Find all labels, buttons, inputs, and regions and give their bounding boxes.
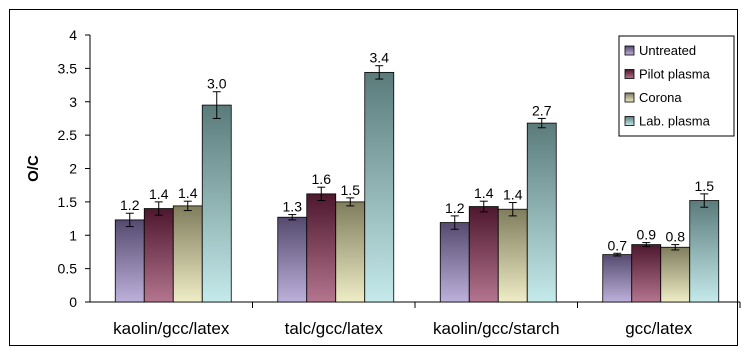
data-label: 1.5	[695, 178, 715, 194]
bar-corona	[660, 246, 691, 303]
legend-swatch	[624, 45, 635, 56]
data-label: 1.4	[149, 186, 169, 202]
data-label: 0.9	[637, 227, 657, 243]
bar-untreated	[602, 254, 633, 303]
bar-lab-plasma	[689, 200, 720, 303]
category-label: kaolin/gcc/latex	[113, 319, 230, 338]
legend-box	[618, 35, 735, 137]
category-label: kaolin/gcc/starch	[433, 319, 560, 338]
category-label: talc/gcc/latex	[285, 319, 384, 338]
data-label: 1.5	[341, 182, 361, 198]
data-label: 1.2	[445, 200, 465, 216]
bar-corona	[172, 205, 203, 303]
chart-border	[9, 9, 738, 346]
legend-label: Untreated	[639, 43, 696, 58]
category-label: gcc/latex	[625, 319, 693, 338]
y-tick-label: 3.5	[58, 60, 78, 76]
y-tick-label: 1	[69, 227, 77, 243]
y-tick-label: 0.5	[58, 261, 78, 277]
data-label: 1.4	[178, 185, 198, 201]
bar-untreated	[439, 222, 470, 303]
bar-corona	[335, 201, 366, 303]
data-label: 1.2	[120, 197, 140, 213]
bar-lab-plasma	[364, 71, 395, 303]
bar-corona	[497, 208, 528, 303]
legend-label: Pilot plasma	[639, 67, 711, 82]
data-label: 1.4	[503, 187, 523, 203]
bar-pilot-plasma	[631, 244, 662, 303]
y-tick-label: 1.5	[58, 194, 78, 210]
legend-swatch	[624, 116, 635, 126]
data-label: 3.4	[370, 50, 390, 66]
y-tick-label: 3	[69, 94, 77, 110]
bar-untreated	[277, 216, 308, 303]
y-tick-label: 2	[69, 161, 77, 177]
bar-lab-plasma	[201, 104, 232, 303]
bar-pilot-plasma	[306, 193, 337, 303]
bar-untreated	[114, 219, 145, 303]
y-tick-label: 2.5	[58, 127, 78, 143]
legend-label: Corona	[639, 90, 682, 105]
data-label: 1.4	[474, 185, 494, 201]
legend-label: Lab. plasma	[639, 114, 711, 129]
legend-swatch	[624, 92, 635, 103]
bar-lab-plasma	[526, 122, 557, 303]
data-label: 3.0	[207, 76, 227, 92]
data-label: 0.8	[666, 229, 686, 245]
data-label: 2.7	[532, 102, 552, 118]
legend-swatch	[624, 69, 635, 79]
data-label: 1.6	[312, 171, 332, 187]
data-label: 1.3	[283, 199, 303, 215]
data-label: 0.7	[608, 237, 628, 253]
bar-pilot-plasma	[468, 206, 499, 303]
y-tick-label: 4	[69, 27, 77, 43]
y-axis-title: O/C	[25, 155, 42, 182]
bar-pilot-plasma	[143, 208, 174, 303]
y-tick-label: 0	[69, 294, 77, 310]
